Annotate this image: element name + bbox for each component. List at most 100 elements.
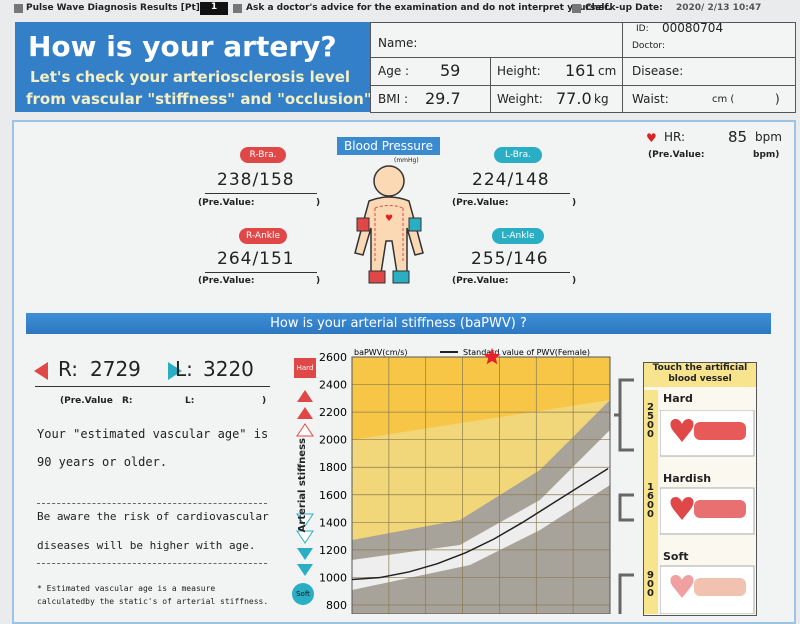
label: Weight: [497,92,543,106]
notice: Ask a doctor's advice for the examinatio… [246,3,612,13]
label: L: [185,396,195,406]
text-line: Your "estimated vascular age" is [37,427,269,441]
legend-label: Standard value of PWV(Female) [463,348,590,357]
icon [572,4,581,13]
cell [622,85,796,113]
band [352,400,610,560]
site-label: R-Ankle [239,228,287,244]
label: ) [316,198,321,208]
vessel-value: 900 [645,570,656,597]
label: Name: [378,36,418,50]
age: 59 [440,61,461,80]
y-tick-label: 1000 [319,571,347,584]
label: ) [572,276,577,286]
rule [37,503,267,504]
unit: cm [598,64,617,78]
icon [14,4,23,13]
heart-icon: ♥ [646,131,657,145]
bp-value: 224/148 [472,170,550,190]
rule [37,563,267,564]
note: * Estimated vascular age is a measure [37,584,216,593]
y-tick-label: 1400 [319,516,347,529]
vessel-title: Touch the artificial blood vessel [644,363,756,387]
y-tick-label: 1800 [319,461,347,474]
label: Disease: [632,64,684,78]
bmi: 29.7 [425,89,461,108]
height: 161 [565,61,596,80]
scale-hard: Hard [294,358,316,378]
bp-value: 255/146 [471,249,549,269]
label: (Pre.Value [60,396,113,406]
rule [205,193,317,194]
bp-value: 238/158 [217,170,295,190]
label: L: [175,357,193,381]
icon [233,4,242,13]
scale-soft: Soft [292,583,314,605]
plot-border [351,356,611,614]
label: R: [58,357,79,381]
label: Doctor: [632,41,665,51]
svg-text:♥: ♥ [385,214,393,224]
vessel-value: 2500 [645,402,656,438]
main-title: How is your artery? [28,30,337,63]
subtitle: from vascular "stiffness" and "occlusion… [26,90,378,108]
label: (Pre.Value: [198,198,255,208]
unit: bpm [755,130,782,144]
label: (Pre.Value: [452,276,509,286]
heart-rate: 85 [728,128,748,146]
label: (Pre.Value: [452,198,509,208]
text-line: 90 years or older. [37,455,168,469]
label: (Pre.Value: [648,150,705,160]
rule [205,272,317,273]
label: R: [122,396,133,406]
label: BMI : [378,92,408,106]
vessel-label: Soft [663,550,689,563]
date: 2020/ 2/13 10:47 [676,3,762,13]
label: Age : [378,64,410,78]
site-label: L-Bra. [494,147,542,163]
date-label: Check-up Date: [585,3,663,13]
rule [35,386,270,387]
unit: kg [594,92,609,106]
vessel-value: 1600 [645,482,656,518]
vessel-label: Hard [663,392,693,405]
text-line: diseases will be higher with age. [37,539,256,552]
site-label: R-Bra. [240,147,286,163]
label: HR: [664,130,686,144]
y-axis-title: baPWV(cm/s) [354,348,407,357]
y-tick-label: 2400 [319,379,347,392]
subtitle: Let's check your arteriosclerosis level [30,68,351,86]
unit: cm ( [712,94,735,105]
rule [458,193,570,194]
vessel-icons [660,410,755,614]
label: bpm) [753,150,780,160]
label: Height: [497,64,541,78]
body-figure: ♥ [354,165,424,284]
note: calculatedby the static's of arterial st… [37,597,269,606]
vessel-label: Hardish [663,472,712,485]
standard-line [351,467,609,581]
bracket: ) [775,92,780,106]
title-box [15,22,370,112]
arrows [614,378,634,614]
bp-unit: (mmHg) [394,157,419,164]
pwv-marker [483,348,501,365]
y-tick-label: 1600 [319,489,347,502]
cell [490,85,623,113]
label: ID: [636,24,649,34]
band [352,485,610,614]
y-tick-label: 2000 [319,434,347,447]
patient-id: 00080704 [662,21,724,35]
label: ) [262,396,267,406]
y-tick-label: 2200 [319,406,347,419]
site-label: L-Ankle [492,228,544,244]
weight: 77.0 [556,89,592,108]
label: ) [316,276,321,286]
y-tick-label: 1200 [319,544,347,557]
pwv-right: 2729 [90,357,141,381]
text-line: Be aware the risk of cardiovascular [37,510,269,523]
bp-title: Blood Pressure [337,137,440,155]
y-tick-label: 800 [326,599,347,612]
